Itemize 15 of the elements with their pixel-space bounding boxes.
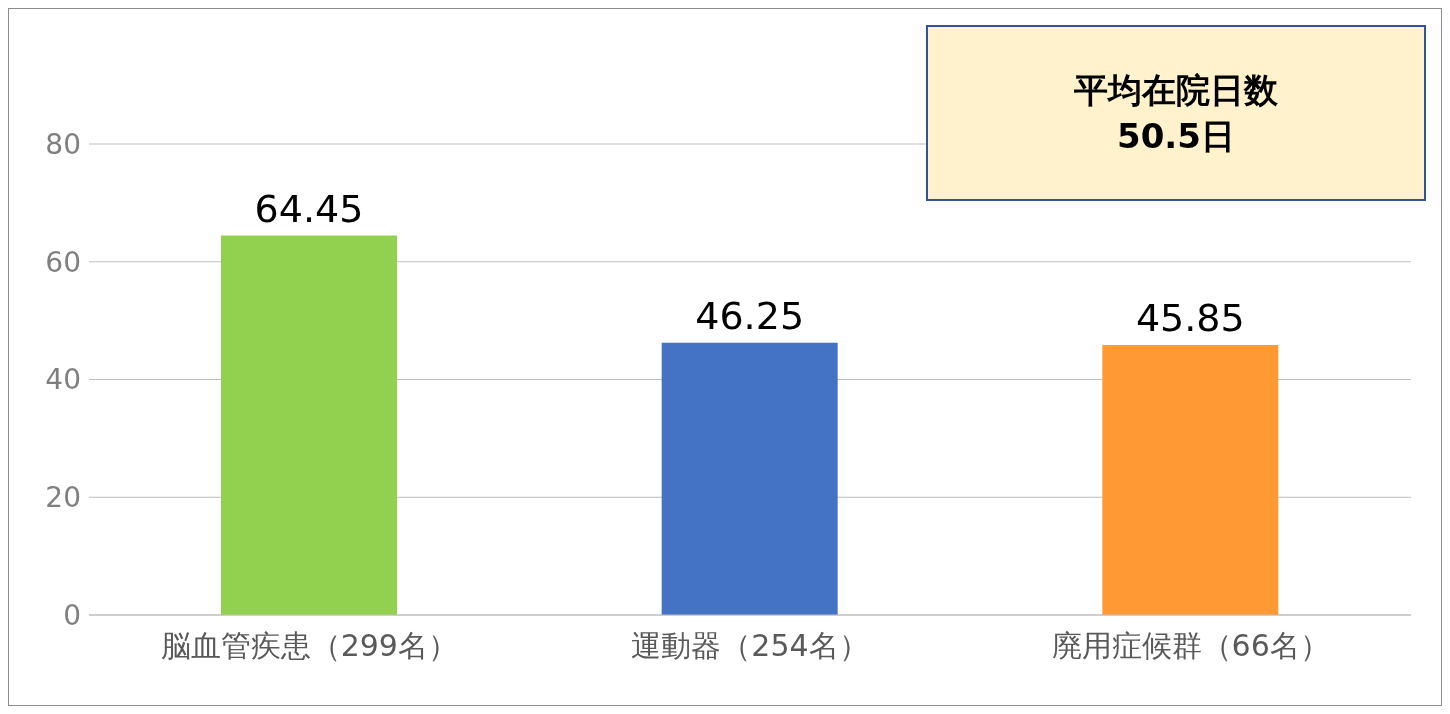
data-label: 45.85 — [1135, 296, 1245, 341]
x-tick-label: 廃用症候群（66名） — [1051, 628, 1330, 664]
y-tick-label: 20 — [45, 481, 81, 515]
note-box: 平均在院日数 50.5日 — [926, 25, 1426, 201]
bar — [661, 342, 838, 615]
data-label: 64.45 — [254, 186, 364, 231]
data-label: 46.25 — [695, 293, 805, 338]
y-tick-label: 40 — [45, 363, 81, 397]
x-tick-label: 脳血管疾患（299名） — [160, 628, 458, 664]
y-tick-label: 80 — [45, 127, 81, 161]
bar — [221, 235, 397, 615]
y-tick-label: 0 — [63, 598, 81, 632]
x-tick-label: 運動器（254名） — [631, 628, 869, 664]
bar — [1102, 345, 1279, 615]
y-tick-label: 60 — [45, 245, 81, 279]
